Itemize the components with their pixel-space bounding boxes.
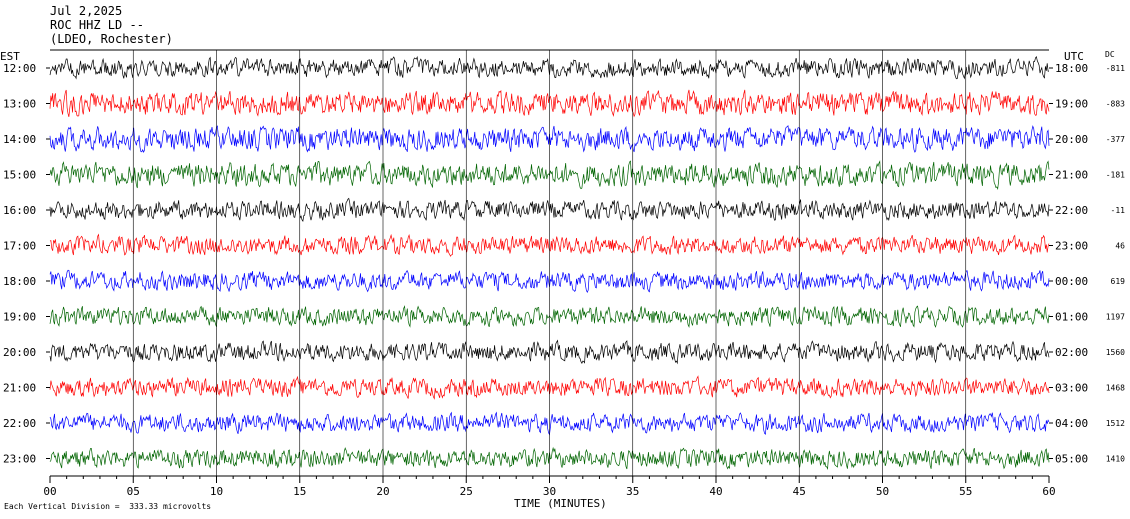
x-tick-label: 05 bbox=[127, 485, 140, 498]
dc-value: 619 bbox=[1111, 277, 1126, 286]
plot-frame bbox=[46, 49, 1053, 483]
x-tick-label: 60 bbox=[1042, 485, 1055, 498]
dc-value: 1468 bbox=[1106, 384, 1125, 393]
x-tick-label: 20 bbox=[376, 485, 389, 498]
est-hour-label: 15:00 bbox=[3, 169, 36, 182]
utc-hour-label: 02:00 bbox=[1055, 346, 1088, 359]
dc-column-title: DC bbox=[1105, 50, 1115, 59]
axis-labels: 00 05 10 15 20 25 30 35 40 45 50 55 60 12:00 18:00 -811… bbox=[3, 62, 1125, 498]
dc-value: -181 bbox=[1106, 171, 1125, 180]
est-axis-title: EST bbox=[0, 50, 20, 63]
dc-value: -883 bbox=[1106, 100, 1125, 109]
est-hour-label: 19:00 bbox=[3, 311, 36, 324]
est-hour-label: 18:00 bbox=[3, 275, 36, 288]
est-hour-label: 23:00 bbox=[3, 453, 36, 466]
dc-value: -377 bbox=[1106, 135, 1125, 144]
est-hour-label: 13:00 bbox=[3, 98, 36, 111]
est-hour-label: 21:00 bbox=[3, 382, 36, 395]
est-hour-label: 16:00 bbox=[3, 204, 36, 217]
x-tick-label: 30 bbox=[543, 485, 556, 498]
x-tick-label: 45 bbox=[793, 485, 806, 498]
x-tick-label: 50 bbox=[876, 485, 889, 498]
utc-axis-title: UTC bbox=[1064, 50, 1084, 63]
utc-hour-label: 20:00 bbox=[1055, 133, 1088, 146]
utc-hour-label: 23:00 bbox=[1055, 240, 1088, 253]
utc-hour-label: 04:00 bbox=[1055, 417, 1088, 430]
dc-value: -811 bbox=[1106, 64, 1125, 73]
x-tick-label: 25 bbox=[460, 485, 473, 498]
est-hour-label: 20:00 bbox=[3, 346, 36, 359]
est-hour-label: 17:00 bbox=[3, 240, 36, 253]
header-date: Jul 2,2025 bbox=[50, 4, 123, 18]
x-tick-label: 00 bbox=[43, 485, 56, 498]
header-station: ROC HHZ LD -- bbox=[50, 18, 144, 32]
x-tick-label: 55 bbox=[959, 485, 972, 498]
dc-value: 1512 bbox=[1106, 419, 1125, 428]
chart-header: Jul 2,2025 ROC HHZ LD -- (LDEO, Rochester) bbox=[50, 4, 173, 46]
utc-hour-label: 00:00 bbox=[1055, 275, 1088, 288]
utc-hour-label: 01:00 bbox=[1055, 311, 1088, 324]
utc-hour-label: 05:00 bbox=[1055, 453, 1088, 466]
x-tick-label: 10 bbox=[210, 485, 223, 498]
x-axis-label: TIME (MINUTES) bbox=[514, 497, 607, 510]
dc-value: 1560 bbox=[1106, 348, 1125, 357]
utc-hour-label: 03:00 bbox=[1055, 382, 1088, 395]
dc-value: -11 bbox=[1111, 206, 1126, 215]
x-tick-label: 35 bbox=[626, 485, 639, 498]
est-hour-label: 14:00 bbox=[3, 133, 36, 146]
utc-hour-label: 22:00 bbox=[1055, 204, 1088, 217]
dc-value: 1197 bbox=[1106, 313, 1125, 322]
scale-note: Each Vertical Division = 333.33 microvol… bbox=[4, 502, 212, 511]
header-network: (LDEO, Rochester) bbox=[50, 32, 173, 46]
x-tick-label: 15 bbox=[293, 485, 306, 498]
dc-value: 1410 bbox=[1106, 455, 1125, 464]
x-tick-label: 40 bbox=[709, 485, 722, 498]
utc-hour-label: 21:00 bbox=[1055, 169, 1088, 182]
est-hour-label: 22:00 bbox=[3, 417, 36, 430]
utc-hour-label: 19:00 bbox=[1055, 98, 1088, 111]
dc-value: 46 bbox=[1115, 242, 1125, 251]
est-hour-label: 12:00 bbox=[3, 62, 36, 75]
utc-hour-label: 18:00 bbox=[1055, 62, 1088, 75]
